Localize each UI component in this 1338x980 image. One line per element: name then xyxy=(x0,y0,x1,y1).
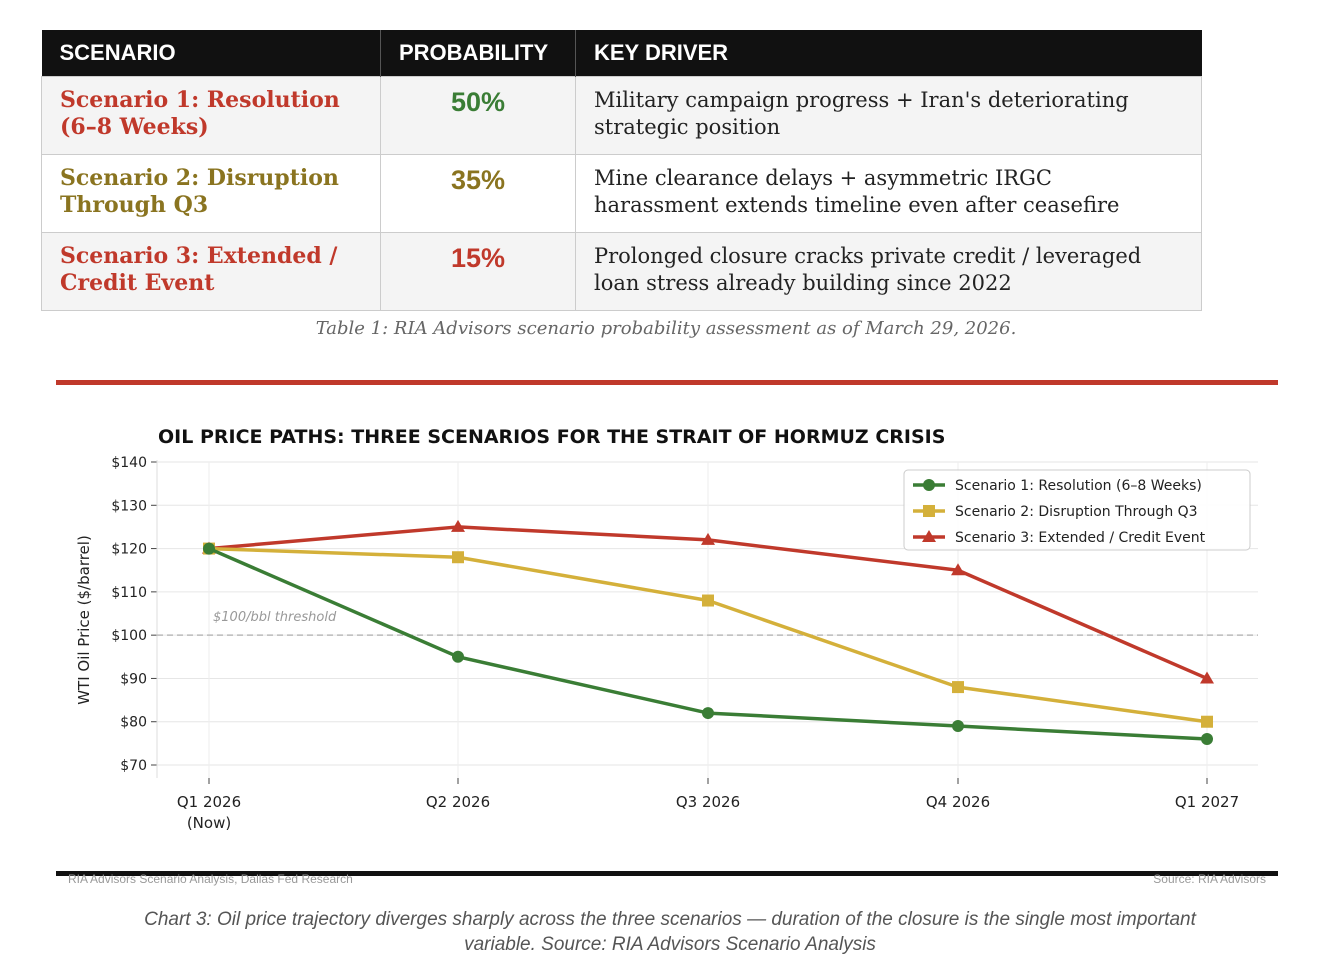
scenario-name: Scenario 1: Resolution xyxy=(60,87,340,113)
probability-cell: 35% xyxy=(380,154,576,233)
key-driver-cell: Mine clearance delays + asymmetric IRGC h… xyxy=(575,154,1202,233)
scenario-table: SCENARIO PROBABILITY KEY DRIVER Scenario… xyxy=(41,30,1202,311)
table-row: Scenario 2: Disruption Through Q3 35% Min… xyxy=(41,154,1202,233)
data-point-series-3 xyxy=(1200,671,1214,684)
column-header-key-driver: KEY DRIVER xyxy=(575,30,1202,77)
chart-caption-line-cont: variable. Source: RIA Advisors Scenario … xyxy=(464,934,876,955)
scenario-name: Scenario 2: Disruption xyxy=(60,165,339,191)
chart-top-divider xyxy=(56,380,1278,385)
legend-marker xyxy=(922,530,936,542)
threshold-label: $100/bbl threshold xyxy=(213,610,337,625)
data-point-series-3 xyxy=(701,532,715,545)
x-tick-label: (Now) xyxy=(187,814,231,832)
legend-label: Scenario 3: Extended / Credit Event xyxy=(955,530,1206,546)
key-driver-cell: Military campaign progress + Iran's dete… xyxy=(575,76,1202,155)
data-point-series-2 xyxy=(1201,715,1213,728)
data-point-series-1 xyxy=(452,650,464,663)
scenario-name: Scenario 3: Extended / xyxy=(60,243,338,269)
chart-bottom-divider xyxy=(56,871,1278,876)
chart-footer-source-left: RIA Advisors Scenario Analysis, Dallas F… xyxy=(68,872,353,886)
data-point-series-1 xyxy=(702,707,714,720)
chart-caption-line: Chart 3: Oil price trajectory diverges s… xyxy=(144,909,1196,930)
chart-footer-source-right: Source: RIA Advisors xyxy=(1153,872,1266,886)
data-point-series-1 xyxy=(1201,733,1213,746)
chart-title: OIL PRICE PATHS: THREE SCENARIOS FOR THE… xyxy=(158,426,945,448)
data-point-series-2 xyxy=(452,551,464,564)
scenario-name-cont: Through Q3 xyxy=(60,192,209,218)
data-point-series-3 xyxy=(451,519,465,532)
probability-cell: 15% xyxy=(380,232,576,311)
x-tick-label: Q3 2026 xyxy=(676,793,740,811)
y-tick-label: $90 xyxy=(120,671,147,687)
driver-text-cont: strategic position xyxy=(594,115,781,139)
driver-text: Prolonged closure cracks private credit … xyxy=(594,244,1142,268)
legend-marker xyxy=(923,479,935,491)
data-point-series-3 xyxy=(951,563,965,576)
scenario-name-cont: Credit Event xyxy=(60,270,215,296)
y-tick-label: $140 xyxy=(111,455,147,471)
driver-text-cont: harassment extends timeline even after c… xyxy=(594,193,1120,217)
chart-caption: Chart 3: Oil price trajectory diverges s… xyxy=(40,907,1300,957)
driver-text: Mine clearance delays + asymmetric IRGC xyxy=(594,166,1052,190)
table-caption: Table 1: RIA Advisors scenario probabili… xyxy=(315,318,1017,339)
x-tick-label: Q4 2026 xyxy=(926,793,990,811)
table-row: Scenario 1: Resolution (6–8 Weeks) 50% Mi… xyxy=(41,76,1202,155)
probability-cell: 50% xyxy=(380,76,576,155)
y-tick-label: $120 xyxy=(111,542,147,558)
legend-label: Scenario 1: Resolution (6–8 Weeks) xyxy=(955,478,1202,494)
table-row: Scenario 3: Extended / Credit Event 15% P… xyxy=(41,232,1202,311)
key-driver-cell: Prolonged closure cracks private credit … xyxy=(575,232,1202,311)
data-point-series-1 xyxy=(952,720,964,733)
legend-label: Scenario 2: Disruption Through Q3 xyxy=(955,504,1198,520)
y-tick-label: $70 xyxy=(120,758,147,774)
scenario-cell: Scenario 2: Disruption Through Q3 xyxy=(41,154,381,233)
y-tick-label: $130 xyxy=(111,498,147,514)
data-point-series-1 xyxy=(203,542,215,555)
y-tick-label: $110 xyxy=(111,585,147,601)
table-header-row: SCENARIO PROBABILITY KEY DRIVER xyxy=(41,30,1202,77)
driver-text: Military campaign progress + Iran's dete… xyxy=(594,88,1129,112)
scenario-cell: Scenario 3: Extended / Credit Event xyxy=(41,232,381,311)
oil-price-chart: OIL PRICE PATHS: THREE SCENARIOS FOR THE… xyxy=(75,426,1258,832)
legend-marker xyxy=(923,505,935,517)
y-tick-label: $100 xyxy=(111,628,147,644)
scenario-cell: Scenario 1: Resolution (6–8 Weeks) xyxy=(41,76,381,155)
data-point-series-2 xyxy=(702,594,714,607)
y-tick-label: $80 xyxy=(120,715,147,731)
x-tick-label: Q1 2026 xyxy=(177,793,241,811)
x-tick-label: Q1 2027 xyxy=(1175,793,1239,811)
column-header-scenario: SCENARIO xyxy=(41,30,381,77)
y-axis-label: WTI Oil Price ($/barrel) xyxy=(75,535,93,705)
driver-text-cont: loan stress already building since 2022 xyxy=(594,271,1012,295)
x-tick-label: Q2 2026 xyxy=(426,793,490,811)
legend-box xyxy=(903,469,1251,551)
column-header-probability: PROBABILITY xyxy=(380,30,576,77)
scenario-name-cont: (6–8 Weeks) xyxy=(60,114,209,140)
data-point-series-2 xyxy=(952,681,964,694)
